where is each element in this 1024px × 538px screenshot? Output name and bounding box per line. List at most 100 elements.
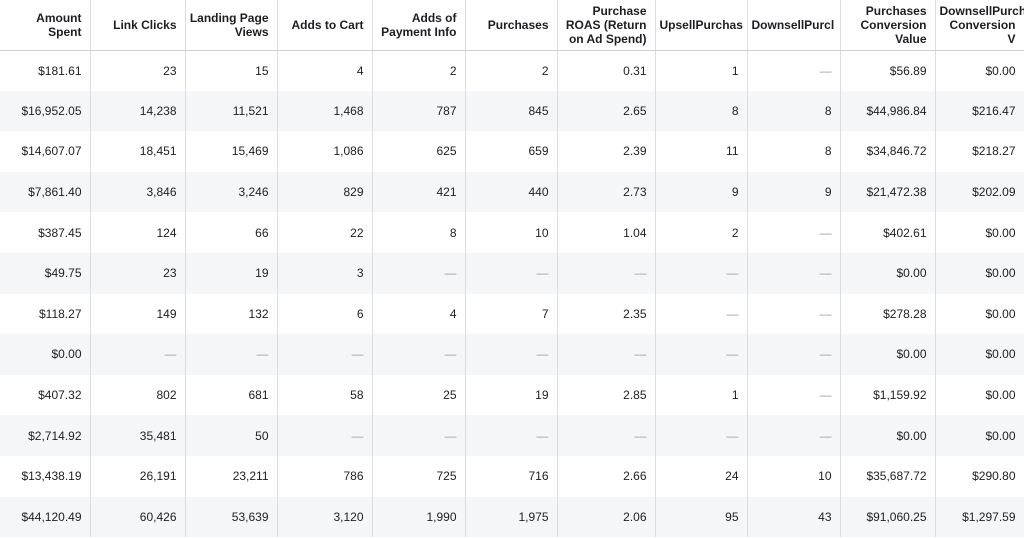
table-cell: — <box>90 334 186 375</box>
table-cell: — <box>747 415 841 456</box>
table-cell: 1,086 <box>277 131 373 172</box>
table-cell: 725 <box>372 455 466 497</box>
table-row: $181.61 23 15 4 2 2 0.31 1— $56.89 $0.00 <box>0 50 1024 91</box>
table-cell: $218.27 <box>935 131 1024 172</box>
table-row: $13,438.19 26,191 23,211 786 725 716 2.66 24 10 $… <box>0 455 1024 497</box>
table-cell: — <box>747 252 841 294</box>
table-cell: — <box>277 334 373 375</box>
column-header: Purchase ROAS (Return on Ad Spend) <box>557 0 656 51</box>
table-cell: $0.00 <box>935 374 1024 416</box>
table-cell: 3,120 <box>277 496 373 538</box>
table-cell: 2.66 <box>557 455 656 497</box>
column-header: DownsellPurch Conversion V <box>935 0 1024 51</box>
table-cell: $13,438.19 <box>0 455 91 497</box>
table-cell: — <box>372 252 466 294</box>
table-cell: 10 <box>465 212 558 253</box>
table-cell: 3,246 <box>185 171 278 213</box>
table-cell: 43 <box>747 496 841 538</box>
table-row: $407.32 802 681 58 25 19 2.85 1— $1,159.92 $0.00 <box>0 374 1024 416</box>
table-cell: — <box>277 415 373 456</box>
table-cell: 625 <box>372 131 466 172</box>
table-cell: 10 <box>747 455 841 497</box>
table-cell: — <box>557 415 656 456</box>
table-cell: 66 <box>185 212 278 253</box>
table-cell: 1.04 <box>557 212 656 253</box>
table-cell: — <box>465 415 558 456</box>
table-cell: — <box>372 334 466 375</box>
table-cell: — <box>655 334 748 375</box>
table-cell: 0.31 <box>557 50 656 91</box>
table-cell: 787 <box>372 90 466 132</box>
table-cell: 1,975 <box>465 496 558 538</box>
table-row: $2,714.92 35,481 50— — — — — — $0.00 $0.00 <box>0 415 1024 456</box>
table-cell: $1,159.92 <box>840 374 936 416</box>
table-cell: $0.00 <box>840 252 936 294</box>
table-cell: $118.27 <box>0 293 91 335</box>
table-cell: $0.00 <box>935 334 1024 375</box>
table-cell: — <box>747 293 841 335</box>
table-cell: $49.75 <box>0 252 91 294</box>
table-cell: 9 <box>747 171 841 213</box>
table-cell: — <box>465 334 558 375</box>
table-cell: — <box>557 252 656 294</box>
table-cell: 18,451 <box>90 131 186 172</box>
column-header: Purchases <box>465 0 558 51</box>
column-header: DownsellPurcl <box>747 0 841 51</box>
table-cell: 9 <box>655 171 748 213</box>
table-cell: $35,687.72 <box>840 455 936 497</box>
table-cell: $216.47 <box>935 90 1024 132</box>
table-cell: — <box>185 334 278 375</box>
column-header: Purchases Conversion Value <box>840 0 936 51</box>
table-cell: 440 <box>465 171 558 213</box>
table-cell: 95 <box>655 496 748 538</box>
table-cell: 2.39 <box>557 131 656 172</box>
table-cell: $44,120.49 <box>0 496 91 538</box>
column-header: Adds to Cart <box>277 0 373 51</box>
table-row: $14,607.07 18,451 15,469 1,086 625 659 2.39 11 8… <box>0 131 1024 172</box>
table-cell: 149 <box>90 293 186 335</box>
table-cell: 35,481 <box>90 415 186 456</box>
table-cell: 1 <box>655 50 748 91</box>
table-cell: 2 <box>372 50 466 91</box>
table-cell: 802 <box>90 374 186 416</box>
table-cell: $1,297.59 <box>935 496 1024 538</box>
table-cell: 681 <box>185 374 278 416</box>
column-header: Amount Spent <box>0 0 91 51</box>
table-cell: 845 <box>465 90 558 132</box>
table-cell: 421 <box>372 171 466 213</box>
table-cell: 8 <box>372 212 466 253</box>
table-cell: — <box>557 334 656 375</box>
table-cell: — <box>655 293 748 335</box>
table-cell: 2 <box>465 50 558 91</box>
table-cell: $7,861.40 <box>0 171 91 213</box>
table-cell: 15,469 <box>185 131 278 172</box>
table-cell: $0.00 <box>935 293 1024 335</box>
table-cell: 1,990 <box>372 496 466 538</box>
table-cell: — <box>747 334 841 375</box>
table-cell: 58 <box>277 374 373 416</box>
table-row: $387.45 124 66 22 8 10 1.04 2— $402.61 $0.00 <box>0 212 1024 253</box>
table-cell: $34,846.72 <box>840 131 936 172</box>
header-row: Amount Spent Link Clicks Landing Page View… <box>0 0 1024 51</box>
table-cell: 24 <box>655 455 748 497</box>
table-cell: 11 <box>655 131 748 172</box>
table-row: $7,861.40 3,846 3,246 829 421 440 2.73 9 9 $21,47… <box>0 171 1024 213</box>
table-row: $0.00— — — — — — — — $0.00 $0.00 <box>0 334 1024 375</box>
table-cell: 2 <box>655 212 748 253</box>
table-cell: 60,426 <box>90 496 186 538</box>
table-cell: $0.00 <box>935 212 1024 253</box>
column-header: UpsellPurchas <box>655 0 748 51</box>
table-cell: $407.32 <box>0 374 91 416</box>
table-cell: 15 <box>185 50 278 91</box>
table-cell: 3,846 <box>90 171 186 213</box>
table-cell: 132 <box>185 293 278 335</box>
table-row: $118.27 149 132 6 4 7 2.35— — $278.28 $0.00 <box>0 293 1024 335</box>
table-cell: 1 <box>655 374 748 416</box>
table-cell: — <box>747 212 841 253</box>
table-cell: $387.45 <box>0 212 91 253</box>
table-cell: $181.61 <box>0 50 91 91</box>
column-header: Adds of Payment Info <box>372 0 466 51</box>
table-cell: — <box>372 415 466 456</box>
table-cell: $2,714.92 <box>0 415 91 456</box>
